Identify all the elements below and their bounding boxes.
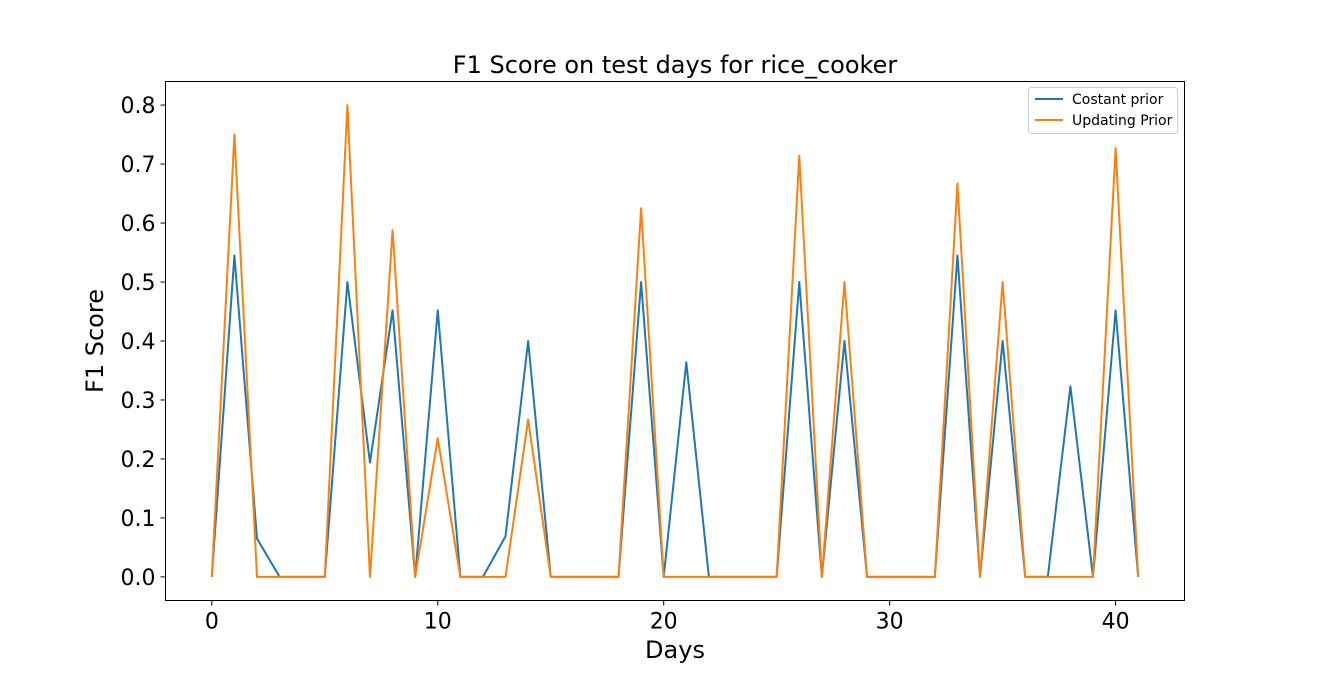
y-axis-ticks: 0.0 0.1 0.2 0.3 0.4 0.5 0.6 0.7 0.8 (121, 94, 166, 591)
x-axis-ticks: 0 10 20 30 40 (205, 600, 1130, 635)
y-axis-label: F1 Score (81, 289, 109, 393)
y-tick-label: 0.2 (121, 448, 156, 473)
legend-label-costant-prior: Costant prior (1072, 92, 1164, 108)
chart-title: F1 Score on test days for rice_cooker (453, 51, 898, 79)
x-tick-label: 20 (650, 610, 678, 635)
x-tick-label: 10 (424, 610, 452, 635)
series-layer (210, 104, 1140, 578)
legend: Costant prior Updating Prior (1028, 87, 1178, 134)
y-tick-label: 0.4 (121, 330, 156, 355)
y-tick-label: 0.1 (121, 507, 156, 532)
x-tick-label: 40 (1102, 610, 1130, 635)
y-tick-label: 0.3 (121, 389, 156, 414)
x-axis-label: Days (645, 636, 705, 664)
y-tick-label: 0.8 (121, 94, 156, 119)
y-tick-label: 0.7 (121, 153, 156, 178)
legend-label-updating-prior: Updating Prior (1072, 113, 1173, 129)
series-line-updating-prior (210, 104, 1140, 578)
legend-box (1028, 87, 1178, 134)
y-tick-label: 0.6 (121, 212, 156, 237)
y-tick-label: 0.0 (121, 566, 156, 591)
x-tick-label: 30 (876, 610, 904, 635)
x-tick-label: 0 (205, 610, 219, 635)
y-tick-label: 0.5 (121, 271, 156, 296)
